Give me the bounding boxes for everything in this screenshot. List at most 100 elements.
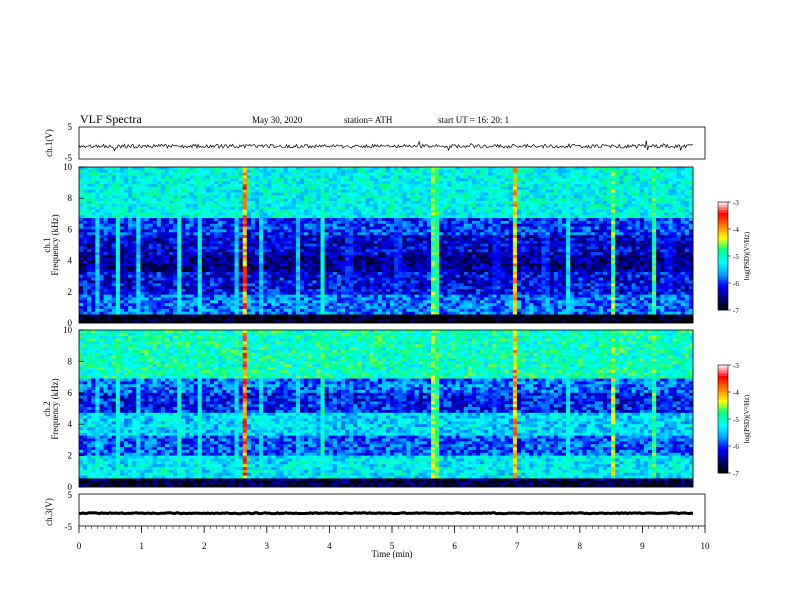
spectrogram-cell (91, 300, 96, 304)
spectrogram-cell (119, 192, 125, 196)
spectrogram-cell (193, 274, 199, 279)
spectrogram-cell (291, 237, 297, 242)
spectrogram-cell (390, 320, 395, 324)
spectrogram-cell (422, 271, 428, 276)
spectrogram-cell (328, 240, 334, 244)
spectrogram-cell (242, 237, 248, 242)
spectrogram-cell (312, 300, 317, 304)
spectrogram-cell (402, 209, 407, 213)
spectrogram-cell (246, 274, 252, 279)
spectrogram-cell (340, 271, 346, 276)
spectrogram-cell (398, 186, 403, 191)
spectrogram-cell (340, 260, 346, 264)
spectrogram-cell (103, 249, 109, 253)
spectrogram-cell (381, 266, 387, 270)
spectrogram-cell (345, 184, 350, 188)
spectrogram-cell (316, 269, 321, 273)
spectrogram-cell (324, 320, 330, 324)
spectrogram-cell (291, 320, 297, 324)
spectrogram-cell (140, 286, 145, 290)
spectrogram-cell (107, 223, 113, 227)
spectrogram-cell (377, 274, 383, 279)
spectrogram-cell (426, 283, 432, 287)
spectrogram-cell (353, 252, 358, 256)
spectrogram-cell (226, 167, 231, 171)
spectrogram-cell (103, 232, 109, 236)
spectrogram-cell (426, 274, 432, 279)
spectrogram-cell (209, 294, 215, 298)
spectrogram-cell (345, 305, 350, 310)
spectrogram-cell (390, 288, 395, 293)
spectrogram-cell (230, 257, 235, 261)
spectrogram-cell (107, 288, 113, 293)
spectrogram-cell (398, 181, 403, 185)
spectrogram-cell (124, 254, 129, 259)
spectrogram-cell (238, 252, 244, 256)
spectrogram-cell (414, 169, 420, 174)
spectrogram-cell (435, 271, 440, 276)
spectrogram-cell (234, 260, 240, 264)
spectrogram-cell (79, 254, 84, 259)
spectrogram-cell (255, 263, 260, 267)
spectrogram-cell (128, 198, 133, 202)
spectrogram-cell (91, 189, 96, 193)
spectrogram-cell (279, 240, 285, 244)
spectrogram-cell (238, 254, 244, 259)
spectrogram-cell (431, 240, 436, 244)
spectrogram-cell (394, 235, 399, 239)
spectrogram-cell (250, 178, 256, 182)
spectrogram-cell (398, 206, 403, 210)
spectrogram-cell (193, 169, 199, 174)
spectrogram-cell (291, 184, 297, 188)
spectrogram-cell (406, 252, 411, 256)
spectrogram-cell (169, 260, 174, 264)
spectrogram-cell (373, 186, 379, 191)
spectrogram-cell (414, 235, 420, 239)
spectrogram-cell (173, 291, 178, 296)
spectrogram-cell (381, 288, 387, 293)
spectrogram-cell (148, 277, 154, 281)
spectrogram-cell (136, 235, 141, 239)
spectrogram-cell (128, 172, 133, 176)
spectrogram-cell (406, 240, 411, 244)
spectrogram-cell (357, 169, 362, 174)
spectrogram-cell (373, 178, 379, 182)
spectrogram-cell (300, 277, 305, 281)
spectrogram-cell (255, 314, 260, 318)
spectrogram-cell (304, 235, 309, 239)
spectrogram-cell (95, 218, 100, 222)
spectrogram-cell (95, 317, 100, 321)
spectrogram-cell (422, 274, 428, 279)
spectrogram-cell (275, 300, 280, 304)
spectrogram-cell (353, 286, 358, 290)
spectrogram-cell (255, 184, 260, 188)
spectrogram-cell (218, 181, 223, 185)
spectrogram-cell (99, 243, 104, 247)
spectrogram-cell (83, 303, 88, 307)
spectrogram-cell (291, 288, 297, 293)
spectrogram-cell (312, 303, 317, 307)
spectrogram-cell (234, 300, 240, 304)
spectrogram-cell (234, 175, 240, 179)
spectrogram-cell (439, 178, 444, 182)
spectrogram-cell (390, 317, 395, 321)
spectrogram-cell (365, 237, 371, 242)
spectrogram-cell (107, 181, 113, 185)
spectrogram-cell (295, 266, 301, 270)
spectrogram-cell (447, 192, 452, 196)
spectrogram-cell (201, 206, 207, 210)
spectrogram-cell (320, 169, 325, 174)
spectrogram-cell (119, 317, 125, 321)
spectrogram-cell (152, 305, 158, 310)
spectrogram-cell (390, 271, 395, 276)
spectrogram-cell (99, 297, 104, 301)
spectrogram-cell (373, 252, 379, 256)
spectrogram-cell (410, 212, 416, 216)
spectrogram-cell (422, 212, 428, 216)
spectrogram-cell (435, 235, 440, 239)
spectrogram-cell (136, 212, 141, 216)
spectrogram-cell (99, 288, 104, 293)
spectrogram-cell (279, 266, 285, 270)
spectrogram-cell (246, 288, 252, 293)
spectrogram-cell (164, 172, 170, 176)
